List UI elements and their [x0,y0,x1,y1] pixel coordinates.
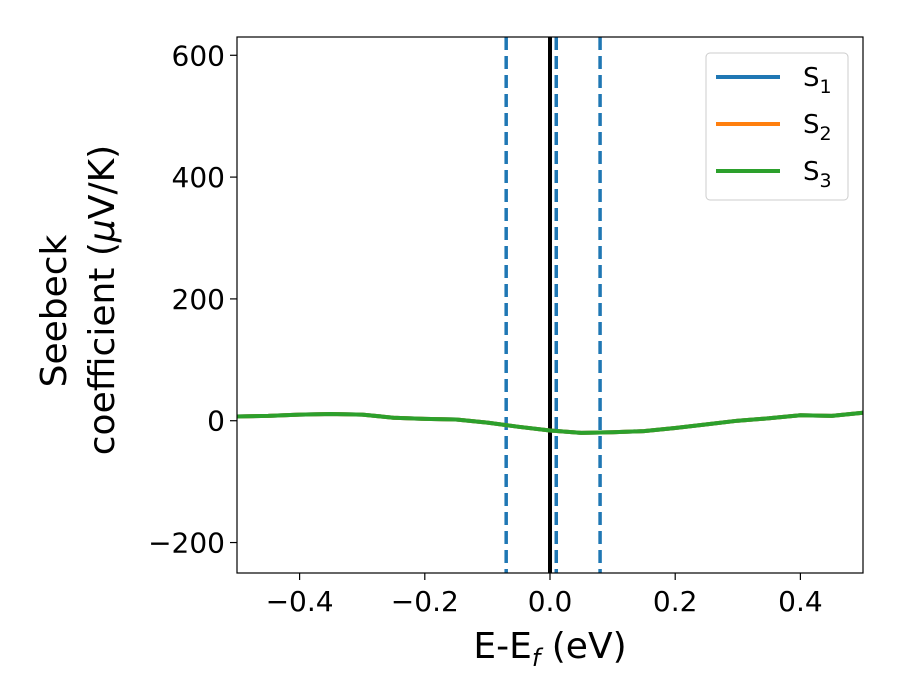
y-axis-label: Seebeck coefficient (μV/K) [34,145,123,455]
x-tick-label: 0.0 [528,585,573,618]
y-axis: −200 0 200 400 600 [148,39,237,560]
x-tick-label: −0.4 [266,585,334,618]
y-tick-label: 600 [172,39,225,72]
legend-label-s3: S3 [803,157,832,192]
x-tick-label: −0.2 [391,585,459,618]
legend-box [705,52,849,201]
series-line-s3 [236,410,864,435]
y-axis-label-line1: Seebeck [34,234,75,387]
x-axis-label: E-Ef (eV) [473,626,626,672]
series-lines [236,410,864,435]
x-tick-label: 0.2 [653,585,698,618]
y-tick-label: 400 [172,161,225,194]
reference-lines [504,37,602,573]
y-tick-label: 200 [172,283,225,316]
x-axis: −0.4 −0.2 0.0 0.2 0.4 [266,573,823,618]
y-tick-label: −200 [148,527,225,560]
x-tick-label: 0.4 [778,585,823,618]
y-axis-label-line2: coefficient (μV/K) [82,145,123,455]
y-tick-label: 0 [207,405,225,438]
legend: S1 S2 S3 [705,52,849,201]
legend-label-s2: S2 [803,110,832,145]
legend-label-s1: S1 [803,63,832,98]
